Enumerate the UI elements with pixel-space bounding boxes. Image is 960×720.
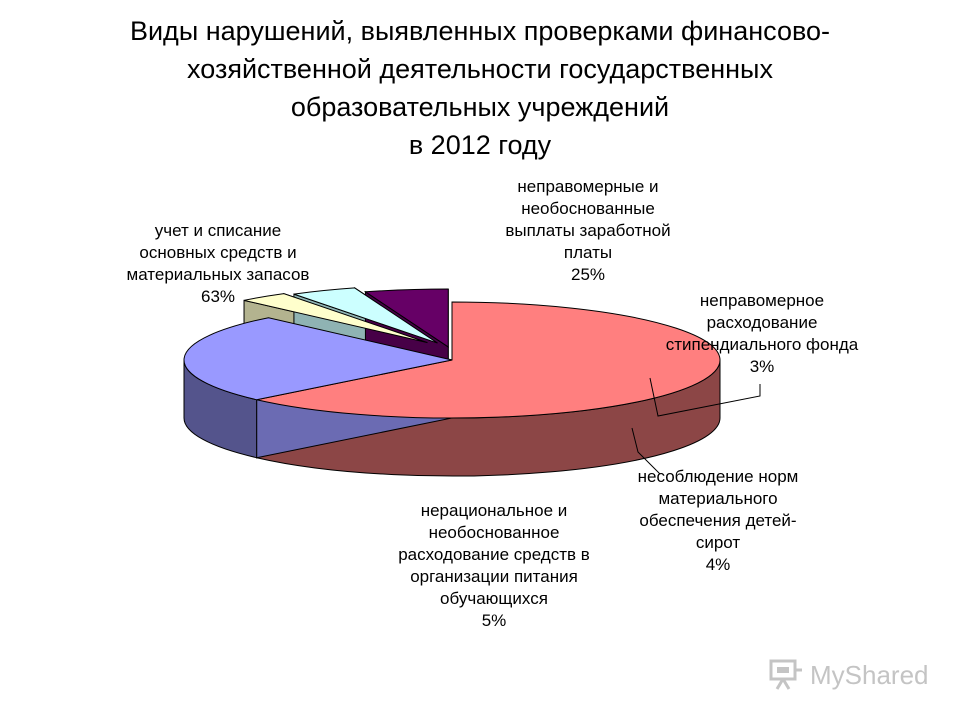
chart-title: Виды нарушений, выявленных проверками фи… (40, 12, 920, 164)
category-label-line: необоснованное (429, 523, 560, 542)
pie-slice-1 (256, 301, 721, 419)
title-line-1: Виды нарушений, выявленных проверками фи… (129, 16, 831, 46)
presentation-board-icon (769, 659, 802, 690)
data-label-3: неправомерное расходование стипендиального… (666, 291, 859, 376)
data-label-2: неправомерные и необоснованные выплаты зар… (505, 177, 670, 284)
pie-slice-3 (243, 293, 428, 344)
category-label-line: стипендиального фонда (666, 335, 859, 354)
data-label-1: учет и списание основных средств и материа… (127, 221, 310, 306)
category-label-line: платы (564, 243, 612, 262)
category-label-line: необоснованные (521, 199, 655, 218)
category-label-line: расходование (707, 313, 818, 332)
category-label-line: основных средств и (139, 243, 296, 262)
leader-line-3 (649, 377, 761, 417)
category-label-line: сирот (696, 533, 741, 552)
value-label: 3% (750, 357, 775, 376)
watermark-text: MyShared (810, 659, 929, 690)
value-label: 4% (706, 555, 731, 574)
watermark: MyShared (768, 658, 929, 692)
pie-slice-5 (363, 288, 449, 348)
category-label-line: расходование средств в (398, 545, 590, 564)
category-label-line: выплаты заработной (505, 221, 670, 240)
category-label-line: материальных запасов (127, 265, 310, 284)
data-label-5: нерациональное и необоснованное расходован… (398, 501, 590, 630)
value-label: 25% (571, 265, 605, 284)
category-label-line: несоблюдение норм (638, 467, 799, 486)
title-line-4: в 2012 году (408, 130, 552, 160)
category-label-line: нерациональное и (421, 501, 568, 520)
category-label-line: учет и списание (155, 221, 281, 240)
category-label-line: материального (658, 489, 777, 508)
value-label: 63% (201, 287, 235, 306)
value-label: 5% (482, 611, 507, 630)
category-label-line: неправомерное (700, 291, 824, 310)
category-label-line: обеспечения детей- (639, 511, 796, 530)
category-label-line: организации питания (410, 567, 578, 586)
pie-slice-2 (183, 317, 453, 401)
data-label-4: несоблюдение норм материального обеспечени… (638, 467, 799, 574)
leader-line-4 (631, 427, 661, 475)
title-line-3: образовательных учреждений (290, 92, 670, 122)
pie-slice-4 (293, 287, 438, 344)
category-label-line: обучающихся (440, 589, 548, 608)
category-label-line: неправомерные и (517, 177, 658, 196)
title-line-2: хозяйственной деятельности государственн… (187, 54, 773, 84)
